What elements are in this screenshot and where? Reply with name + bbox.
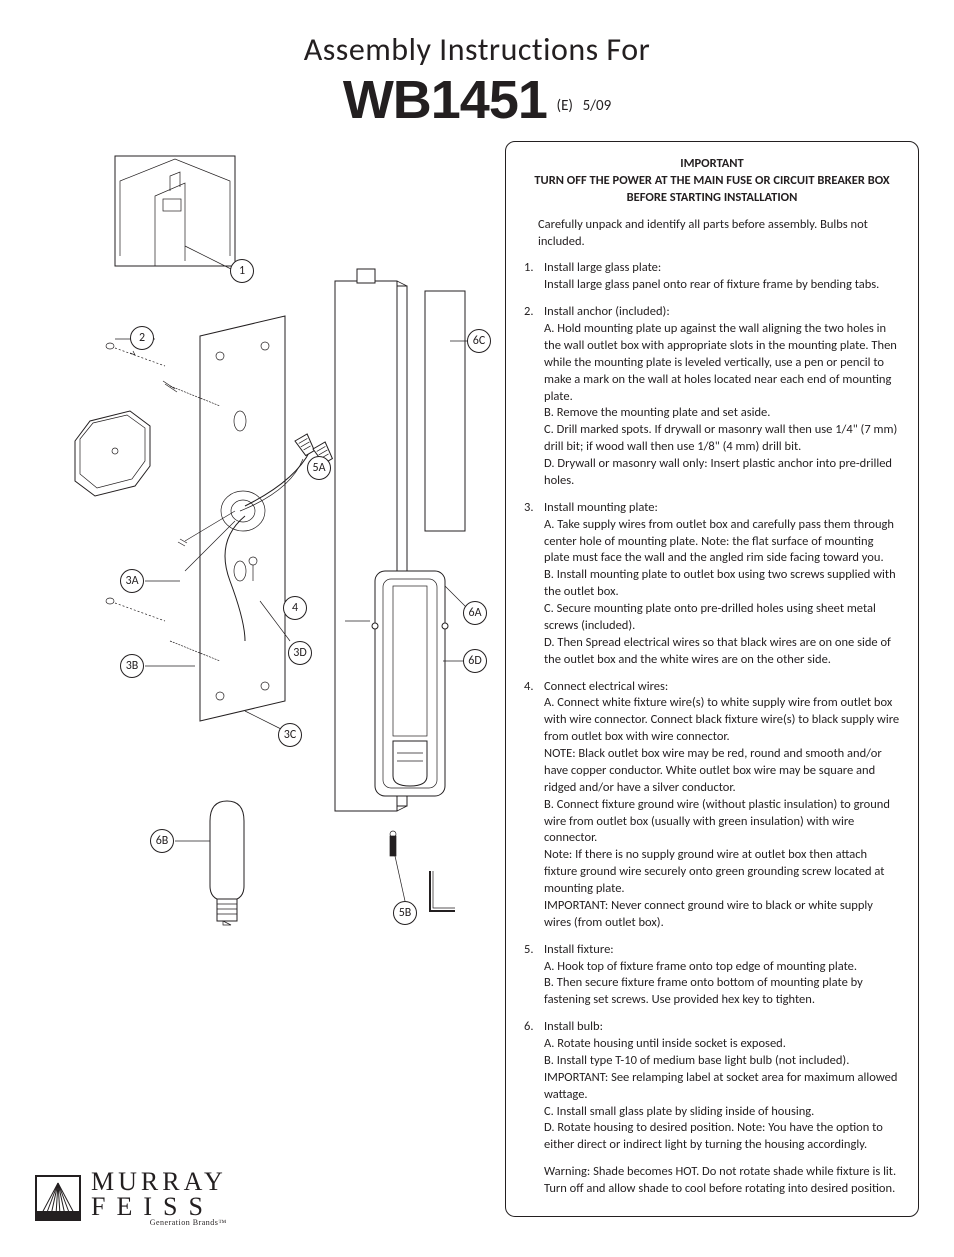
important-header: IMPORTANT TURN OFF THE POWER AT THE MAIN… [524,156,900,207]
callout-6d: 6D [463,649,487,673]
logo-line1: MURRAY [91,1170,227,1195]
callout-3d: 3D [288,641,312,665]
instructions-box: IMPORTANT TURN OFF THE POWER AT THE MAIN… [505,141,919,1217]
title-block: Assembly Instructions For WB1451 (E) 5/0… [35,30,919,131]
revision: (E) [557,97,573,115]
callout-2: 2 [130,326,154,350]
callout-4: 4 [283,596,307,620]
callout-6b: 6B [150,829,174,853]
model-number: WB1451 [343,69,547,131]
title-pretext: Assembly Instructions For [35,30,919,69]
steps-list: 1.Install large glass plate:Install larg… [524,260,900,1154]
callout-5a: 5A [307,456,331,480]
callout-3a: 3A [120,569,144,593]
callout-6a: 6A [463,601,487,625]
logo-icon [35,1175,81,1221]
callout-5b: 5B [393,901,417,925]
assembly-diagram: 1 2 3A 3B 3C 3D 4 5A 5B 6A 6B 6C 6D [35,141,485,1061]
brand-logo: MURRAY FEISS Generation Brands™ [35,1170,227,1227]
intro-text: Carefully unpack and identify all parts … [538,217,900,251]
callout-3b: 3B [120,654,144,678]
warning-text: Warning: Shade becomes HOT. Do not rotat… [544,1164,900,1198]
date: 5/09 [583,97,612,115]
logo-line2: FEISS [91,1195,227,1220]
callout-1: 1 [230,259,254,283]
callout-3c: 3C [278,723,302,747]
callout-6c: 6C [467,329,491,353]
